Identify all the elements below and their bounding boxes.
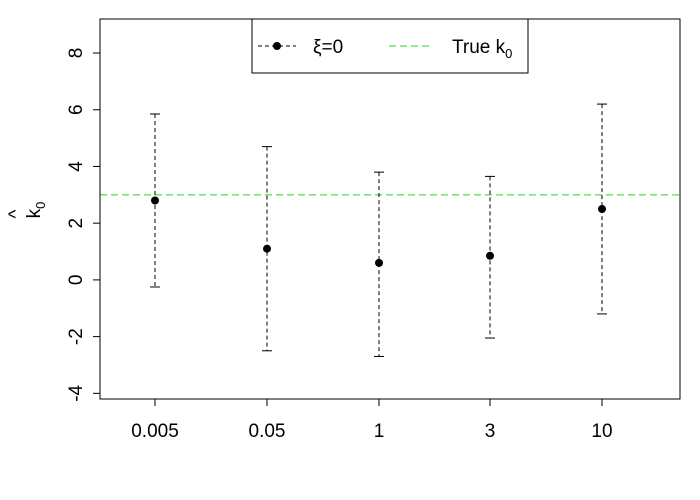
data-point bbox=[263, 244, 271, 253]
legend: ξ=0 True k0 bbox=[251, 18, 529, 74]
y-axis: -4 -2 0 2 4 6 8 bbox=[66, 48, 101, 402]
y-axis-label-text: k0 bbox=[24, 202, 48, 219]
legend-true-k0-subscript: 0 bbox=[505, 46, 512, 61]
y-tick-label: 2 bbox=[66, 218, 87, 229]
plot-frame bbox=[99, 18, 681, 400]
y-tick-label: -2 bbox=[66, 328, 87, 345]
x-tick-label: 1 bbox=[374, 421, 385, 442]
y-axis-label-hat: ^ bbox=[6, 209, 27, 218]
data-point bbox=[151, 196, 159, 205]
y-tick-label: 6 bbox=[66, 104, 87, 115]
y-tick-label: 8 bbox=[66, 48, 87, 59]
data-point bbox=[598, 205, 606, 213]
y-axis-label-subscript: 0 bbox=[33, 202, 48, 209]
legend-series-point bbox=[273, 42, 281, 50]
legend-series-label: ξ=0 bbox=[313, 37, 343, 58]
x-axis: 0.005 0.05 1 3 10 bbox=[131, 398, 613, 442]
data-point bbox=[375, 258, 383, 267]
legend-true-k0-main: True k bbox=[452, 37, 506, 58]
x-tick-label: 10 bbox=[591, 421, 612, 442]
x-tick-label: 0.005 bbox=[131, 421, 179, 442]
y-axis-label: k0 ^ bbox=[6, 202, 48, 219]
y-tick-label: 4 bbox=[66, 161, 87, 172]
x-tick-label: 0.05 bbox=[249, 421, 286, 442]
y-tick-label: -4 bbox=[66, 384, 87, 401]
x-tick-label: 3 bbox=[485, 421, 496, 442]
y-tick-label: 0 bbox=[66, 275, 87, 286]
data-point bbox=[486, 251, 494, 260]
legend-true-k0-label: True k0 bbox=[452, 37, 512, 61]
y-axis-label-main: k bbox=[24, 208, 45, 218]
data-marks bbox=[150, 103, 607, 357]
